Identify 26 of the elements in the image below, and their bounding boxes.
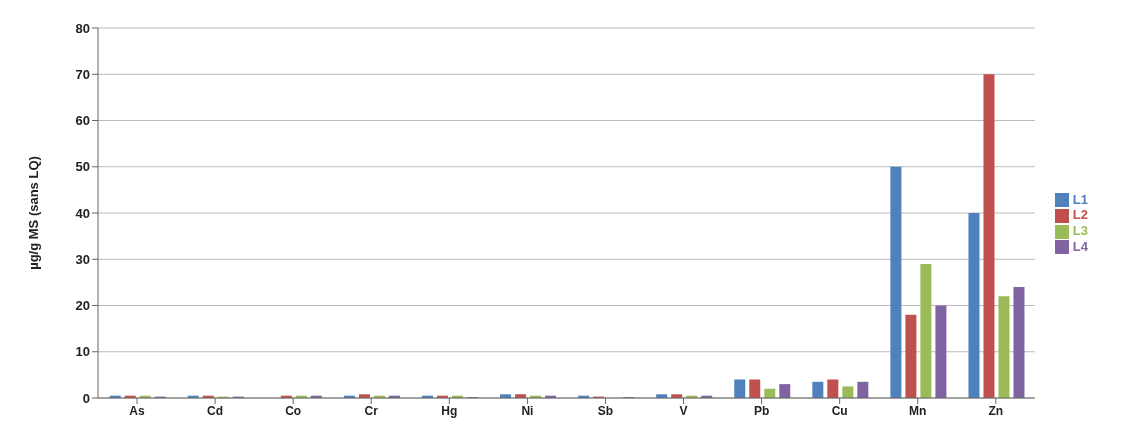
- legend-label: L2: [1072, 207, 1088, 223]
- y-tick-label: 10: [75, 344, 90, 360]
- x-tick-label: Cd: [207, 403, 224, 418]
- x-tick-label: Mn: [909, 403, 927, 418]
- x-tick-label: Pb: [753, 403, 770, 418]
- x-tick-label: V: [679, 403, 688, 418]
- legend-label: L3: [1072, 223, 1088, 238]
- y-tick-label: 40: [75, 205, 90, 221]
- y-tick-label: 60: [75, 113, 90, 129]
- legend-label: L1: [1072, 191, 1088, 207]
- x-tick-label: Sb: [597, 403, 614, 418]
- y-tick-label: 70: [75, 66, 90, 82]
- y-axis-title: µg/g MS (sans LQ): [25, 156, 41, 270]
- legend-label: L4: [1072, 238, 1088, 254]
- x-tick-label: Hg: [441, 403, 458, 418]
- x-tick-label: Cr: [364, 403, 379, 418]
- y-tick-label: 30: [75, 251, 90, 267]
- y-tick-label: 20: [75, 298, 90, 314]
- y-tick-label: 80: [75, 20, 90, 36]
- x-tick-label: Co: [285, 403, 302, 418]
- y-tick-label: 0: [82, 390, 90, 406]
- x-tick-label: Ni: [521, 403, 534, 418]
- x-tick-label: As: [129, 403, 146, 418]
- x-tick-label: Cu: [831, 403, 848, 418]
- y-tick-label: 50: [75, 159, 90, 175]
- x-tick-label: Zn: [988, 403, 1004, 418]
